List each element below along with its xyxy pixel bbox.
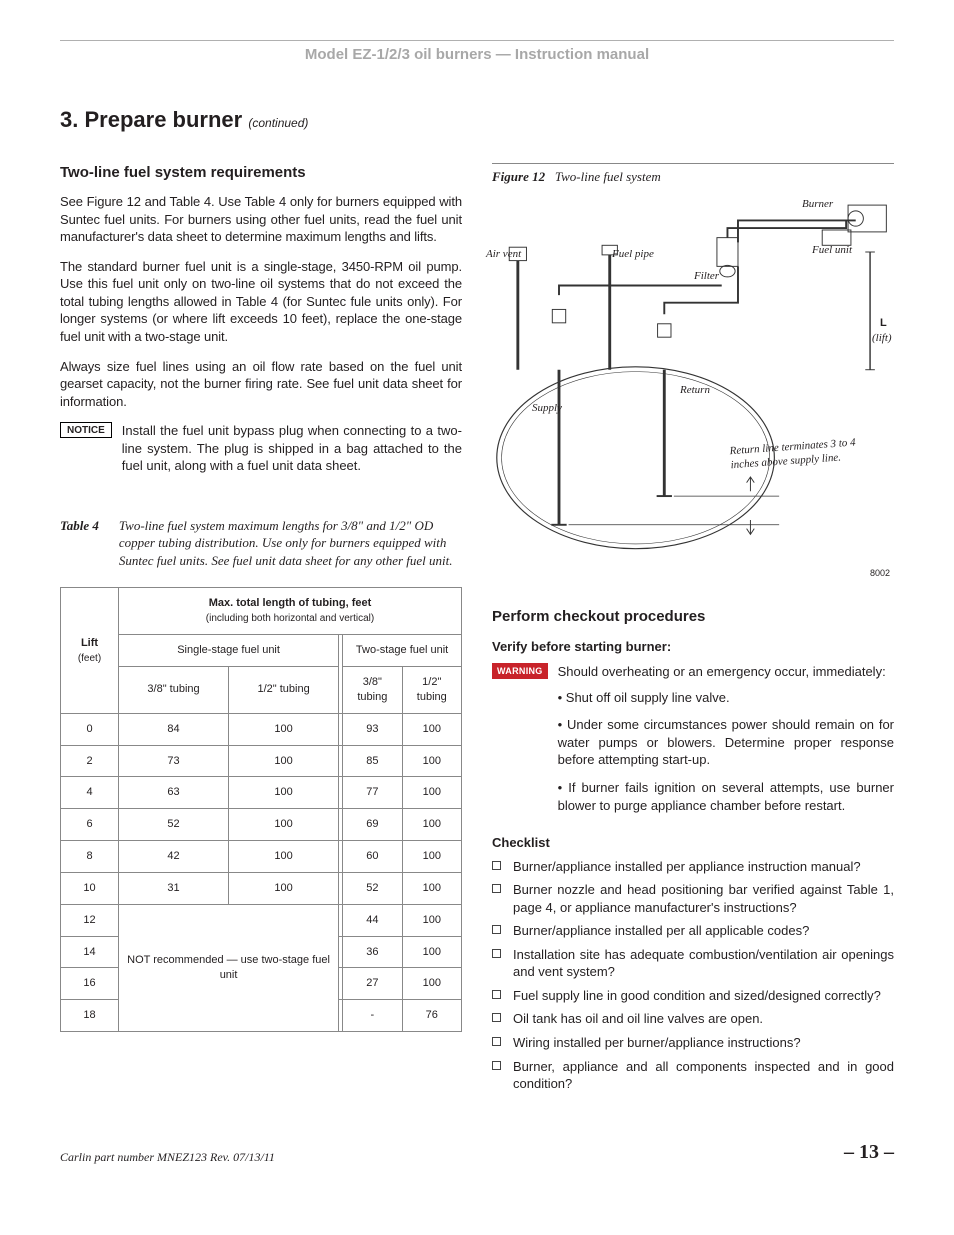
table-caption: Table 4 Two-line fuel system maximum len… [60,517,462,570]
para-1: See Figure 12 and Table 4. Use Table 4 o… [60,193,462,246]
verify-heading: Verify before starting burner: [492,638,894,656]
footer-part-number: Carlin part number MNEZ123 Rev. 07/13/11 [60,1149,275,1165]
table-row: 103110052100 [61,872,462,904]
checklist-text: Wiring installed per burner/appliance in… [513,1034,801,1052]
lbl-filter: Filter [694,269,719,284]
th-single: Single-stage fuel unit [119,635,339,667]
table-row: 84210060100 [61,841,462,873]
checklist-item: Oil tank has oil and oil line valves are… [492,1010,894,1028]
lbl-air-vent: Air vent [486,247,521,262]
table-row: 46310077100 [61,777,462,809]
warning-item: If burner fails ignition on several atte… [558,779,894,814]
lbl-fuel-pipe: Fuel pipe [612,247,654,262]
section-number: 3. [60,107,78,132]
lbl-fuel-unit: Fuel unit [812,243,852,258]
checklist-item: Installation site has adequate combustio… [492,946,894,981]
lbl-return: Return [680,383,710,398]
checkbox-icon [492,1061,501,1070]
figure-title: Two-line fuel system [555,169,661,184]
warning-badge: WARNING [492,663,548,679]
checklist-text: Burner/appliance installed per all appli… [513,922,809,940]
lbl-supply: Supply [532,401,562,416]
checklist-item: Burner/appliance installed per appliance… [492,858,894,876]
checkbox-icon [492,1013,501,1022]
checkbox-icon [492,1037,501,1046]
two-line-heading: Two-line fuel system requirements [60,163,462,183]
th-t12: 1/2" tubing [402,667,461,714]
notice-text: Install the fuel unit bypass plug when c… [122,422,462,475]
notice-badge: NOTICE [60,422,112,438]
warning-list: Shut off oil supply line valve. Under som… [558,689,894,814]
th-max-sub: (including both horizontal and vertical) [206,613,374,624]
tubing-table: Lift (feet) Max. total length of tubing,… [60,587,462,1032]
checklist-text: Burner nozzle and head positioning bar v… [513,881,894,916]
th-s12: 1/2" tubing [229,667,339,714]
th-lift-sub: (feet) [78,653,101,664]
table-row: 65210069100 [61,809,462,841]
figure-12-diagram: Burner Air vent Fuel pipe Fuel unit Filt… [492,191,894,581]
checklist-item: Wiring installed per burner/appliance in… [492,1034,894,1052]
para-2: The standard burner fuel unit is a singl… [60,258,462,346]
lbl-lift-L: L [880,316,887,331]
checklist-item: Burner, appliance and all components ins… [492,1058,894,1093]
section-heading: 3. Prepare burner (continued) [60,105,894,135]
th-s38: 3/8" tubing [119,667,229,714]
checklist-item: Burner/appliance installed per all appli… [492,922,894,940]
warning-block: WARNING Should overheating or an emergen… [492,663,894,824]
lbl-lift: (lift) [872,331,892,346]
checkbox-icon [492,990,501,999]
warning-item: Under some circumstances power should re… [558,716,894,769]
checklist-text: Burner/appliance installed per appliance… [513,858,861,876]
page-footer: Carlin part number MNEZ123 Rev. 07/13/11… [60,1139,894,1166]
table-caption-text: Two-line fuel system maximum lengths for… [119,517,462,570]
para-3: Always size fuel lines using an oil flow… [60,358,462,411]
figure-label: Figure 12 [492,169,545,184]
checkout-heading: Perform checkout procedures [492,607,894,627]
warning-item: Shut off oil supply line valve. [558,689,894,707]
checkbox-icon [492,884,501,893]
checklist: Burner/appliance installed per appliance… [492,858,894,1093]
table-row: 08410093100 [61,713,462,745]
notice-block: NOTICE Install the fuel unit bypass plug… [60,422,462,475]
checklist-item: Burner nozzle and head positioning bar v… [492,881,894,916]
table-row: 27310085100 [61,745,462,777]
checkbox-icon [492,949,501,958]
th-two: Two-stage fuel unit [343,635,462,667]
section-title-text: Prepare burner [84,107,242,132]
th-t38: 3/8" tubing [343,667,402,714]
checkbox-icon [492,925,501,934]
checklist-text: Oil tank has oil and oil line valves are… [513,1010,763,1028]
table-label: Table 4 [60,517,99,570]
th-lift: Lift [81,637,98,649]
warning-intro: Should overheating or an emergency occur… [558,663,894,681]
table-row: 12NOT recommended — use two-stage fuel u… [61,904,462,936]
figure-caption: Figure 12 Two-line fuel system [492,163,894,186]
section-continued: (continued) [248,116,308,130]
page-header: Model EZ-1/2/3 oil burners — Instruction… [60,40,894,65]
checklist-text: Burner, appliance and all components ins… [513,1058,894,1093]
lbl-burner: Burner [802,197,833,212]
checklist-text: Installation site has adequate combustio… [513,946,894,981]
checklist-item: Fuel supply line in good condition and s… [492,987,894,1005]
lbl-fig-code: 8002 [870,567,890,579]
right-column: Figure 12 Two-line fuel system [492,163,894,1099]
footer-page-number: – 13 – [844,1139,894,1166]
checklist-heading: Checklist [492,834,894,852]
checkbox-icon [492,861,501,870]
checklist-text: Fuel supply line in good condition and s… [513,987,881,1005]
left-column: Two-line fuel system requirements See Fi… [60,163,462,1099]
th-max: Max. total length of tubing, feet [209,597,372,609]
